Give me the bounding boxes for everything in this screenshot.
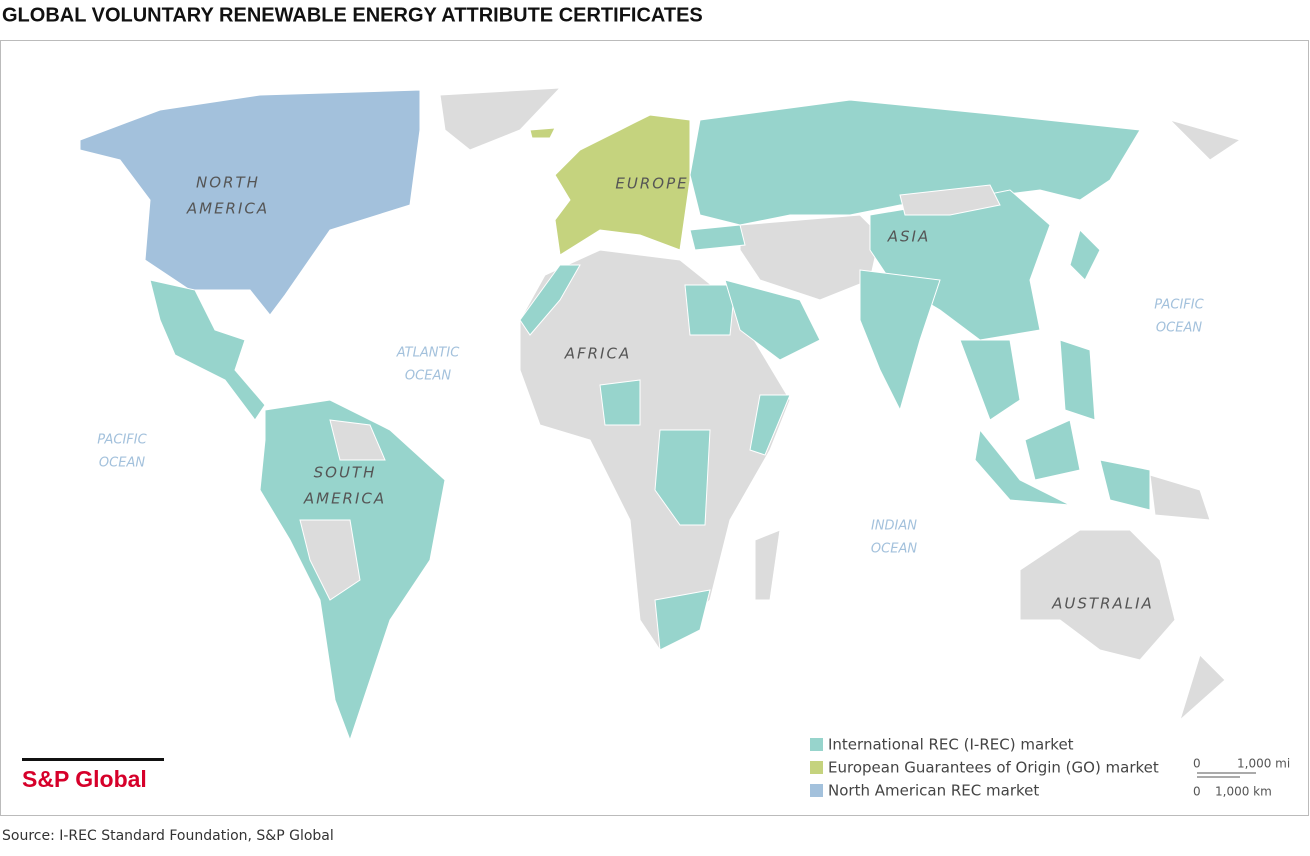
ocean-label: ATLANTIC: [396, 346, 461, 361]
ocean-label: OCEAN: [99, 456, 145, 471]
region-label: AMERICA: [303, 490, 386, 508]
country: [899, 184, 1001, 216]
scale-zero: 0: [1193, 757, 1201, 771]
country: [529, 127, 556, 139]
country: [149, 279, 266, 421]
scale-bar: 0 1,000 mi 0 1,000 km: [1193, 757, 1290, 799]
region-label: EUROPE: [615, 175, 688, 193]
legend-label: International REC (I-REC) market: [828, 736, 1074, 754]
country: [329, 419, 386, 461]
country: [599, 379, 641, 426]
source: Source: I-REC Standard Foundation, S&P G…: [2, 828, 334, 844]
country: [1069, 229, 1101, 281]
scale-label: 1,000 km: [1215, 785, 1272, 799]
region-label: AUSTRALIA: [1051, 595, 1154, 613]
ocean-label: OCEAN: [1156, 321, 1202, 336]
country: [1024, 419, 1081, 481]
country: [654, 589, 711, 651]
country: [1178, 654, 1226, 722]
country: [79, 89, 421, 316]
country: [519, 249, 791, 651]
ocean-label: INDIAN: [871, 519, 917, 534]
country: [654, 429, 711, 526]
legend-swatch: [810, 738, 823, 751]
country: [974, 428, 1071, 506]
region-label: AMERICA: [186, 200, 269, 218]
country: [859, 269, 941, 412]
ocean-label: PACIFIC: [1154, 298, 1204, 313]
country: [439, 87, 562, 151]
country: [689, 99, 1141, 226]
title: GLOBAL VOLUNTARY RENEWABLE ENERGY ATTRIB…: [2, 4, 703, 26]
region-label: SOUTH: [314, 464, 377, 482]
country: [1149, 474, 1211, 521]
country: [724, 279, 821, 361]
logo-rule: [22, 758, 164, 761]
legend-swatch: [810, 761, 823, 774]
logo: S&P Global: [22, 766, 147, 792]
country: [684, 284, 736, 336]
ocean-label: PACIFIC: [97, 433, 147, 448]
country: [299, 519, 361, 601]
country: [739, 214, 881, 301]
region-label: NORTH: [196, 174, 260, 192]
legend-swatch: [810, 784, 823, 797]
country: [1059, 339, 1096, 421]
legend-label: European Guarantees of Origin (GO) marke…: [828, 759, 1159, 777]
land: [79, 87, 1242, 742]
country: [959, 339, 1021, 421]
country: [554, 114, 691, 256]
country: [689, 224, 746, 251]
country: [1099, 459, 1151, 511]
scale-label: 1,000 mi: [1237, 757, 1290, 771]
country: [519, 264, 581, 336]
region-label: AFRICA: [564, 345, 631, 363]
country: [1168, 118, 1242, 161]
scale-zero: 0: [1193, 785, 1201, 799]
region-label: ASIA: [887, 228, 930, 246]
country: [1019, 529, 1176, 661]
country: [754, 529, 781, 601]
country: [749, 394, 791, 456]
legend-label: North American REC market: [828, 782, 1039, 800]
ocean-label: OCEAN: [871, 542, 917, 557]
ocean-label: OCEAN: [405, 369, 451, 384]
